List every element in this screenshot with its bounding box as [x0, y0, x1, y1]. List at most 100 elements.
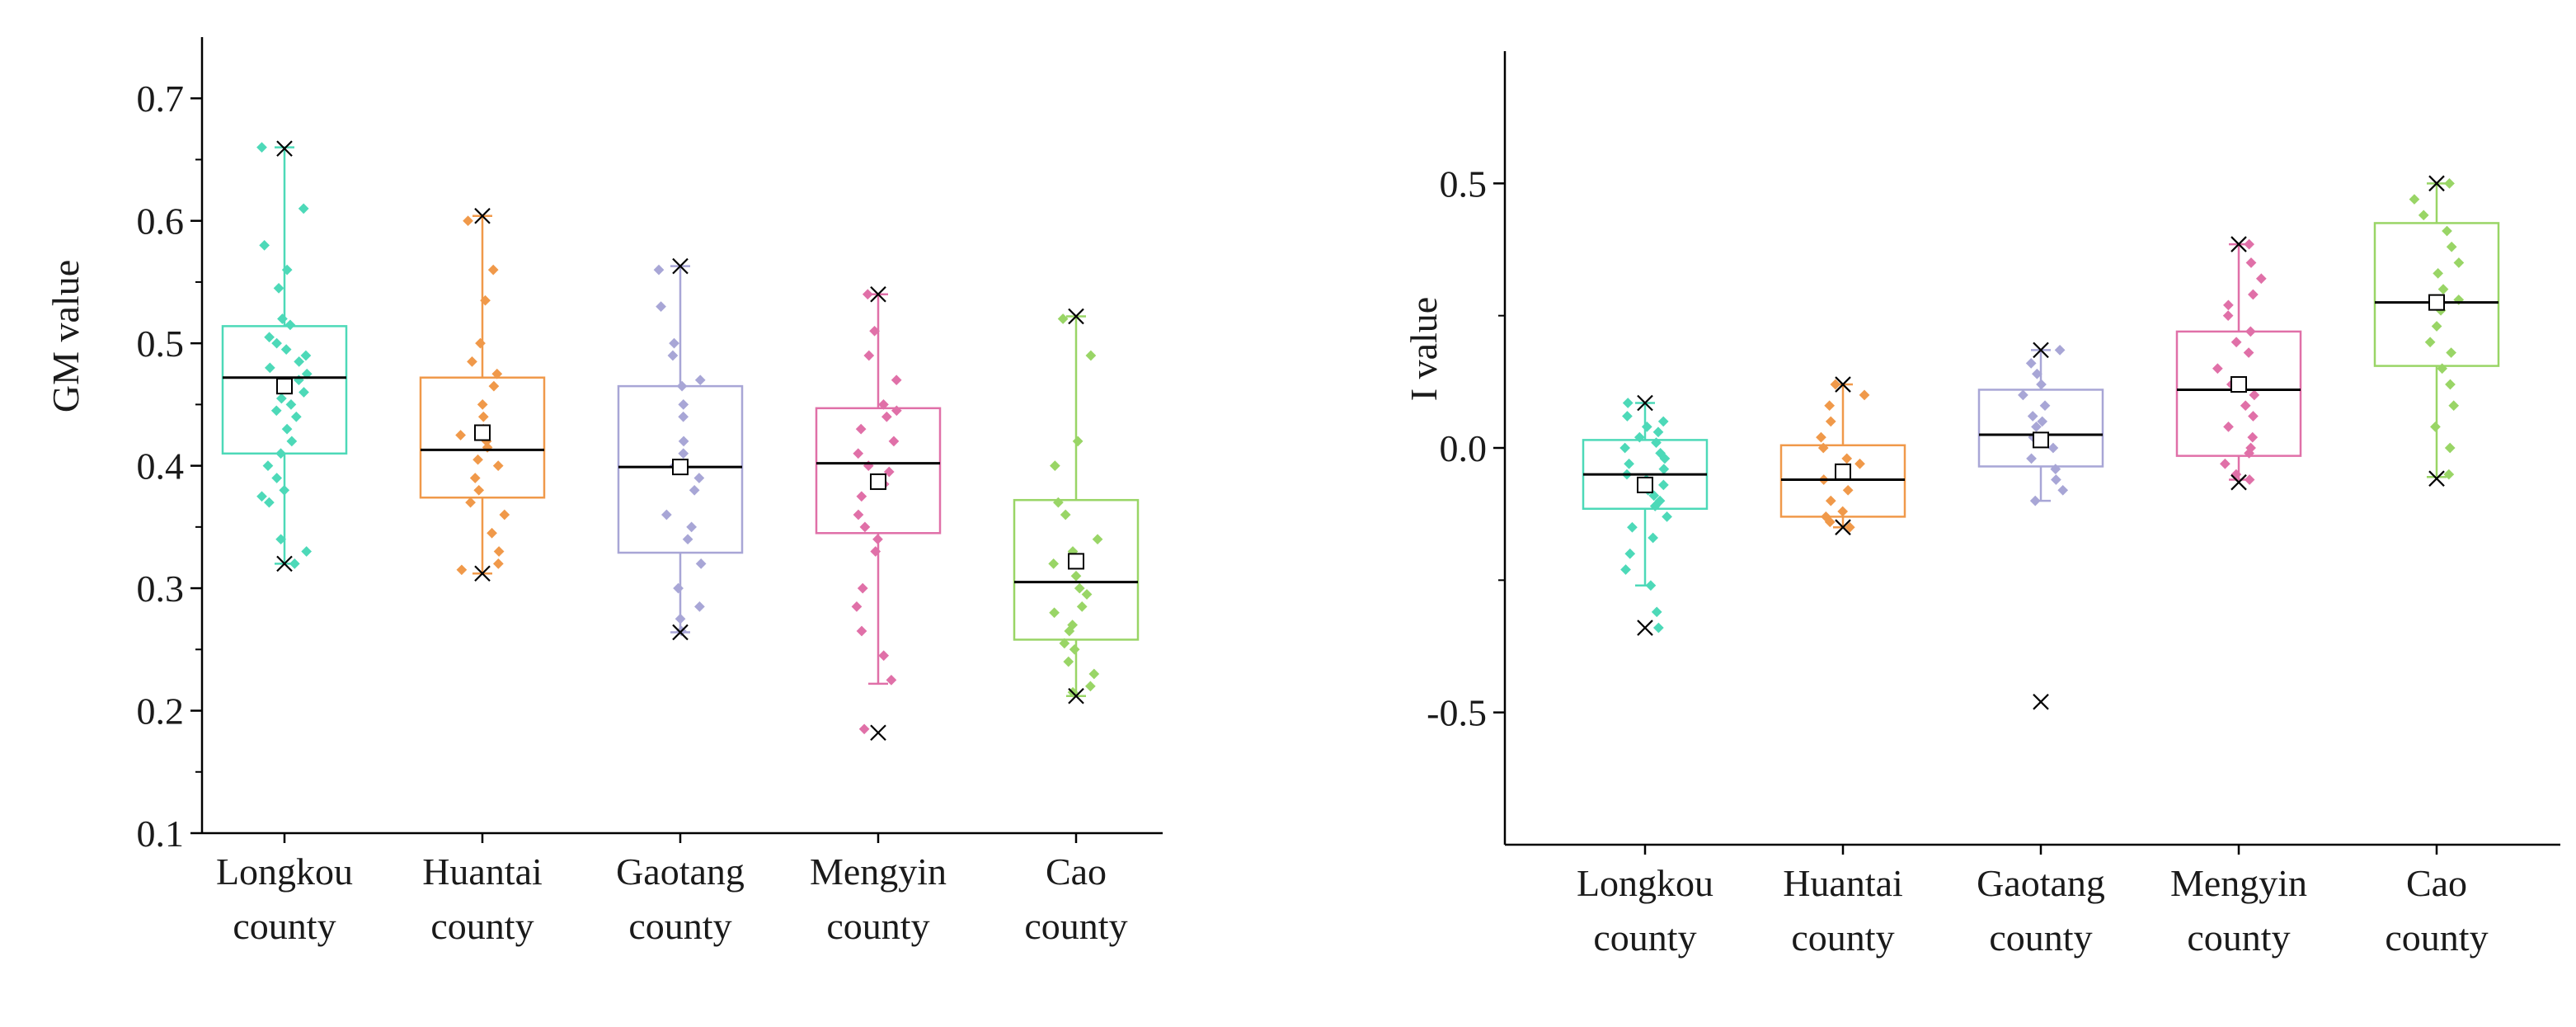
x-tick-label: county — [1024, 905, 1127, 947]
marker-stroke — [1835, 519, 1851, 535]
x-tick-label: county — [233, 905, 336, 947]
data-point — [455, 430, 466, 440]
data-point — [492, 460, 504, 471]
data-point — [281, 423, 293, 435]
min-marker — [672, 624, 689, 641]
data-point — [1076, 601, 1088, 612]
data-point — [888, 436, 900, 447]
y-tick-label: 0.4 — [137, 445, 185, 488]
y-tick-label: 0.5 — [137, 323, 185, 365]
data-point — [656, 301, 666, 312]
data-point — [1658, 479, 1669, 491]
data-point — [298, 203, 309, 214]
max-marker — [2230, 236, 2247, 252]
data-point — [279, 484, 290, 496]
min-marker — [1637, 619, 1653, 636]
data-point — [2054, 344, 2066, 356]
data-point — [1830, 379, 1841, 390]
mean-marker — [2428, 294, 2445, 311]
x-tick-label: Mengyin — [810, 850, 947, 893]
data-point — [1049, 607, 1060, 619]
data-point — [2243, 347, 2254, 358]
data-point — [2437, 284, 2449, 294]
data-point — [2453, 257, 2465, 268]
x-tick-label: county — [1791, 916, 1894, 959]
data-point — [1854, 458, 1865, 469]
data-point — [694, 601, 705, 612]
data-point — [1817, 442, 1829, 454]
max-marker — [1068, 308, 1084, 325]
data-point — [1816, 431, 1826, 443]
data-point — [469, 473, 481, 483]
data-point — [1072, 436, 1084, 447]
data-point — [285, 399, 297, 410]
data-point — [891, 405, 902, 417]
data-point — [857, 582, 868, 594]
data-point — [660, 509, 672, 521]
data-point — [1824, 400, 1836, 412]
min-marker — [2033, 694, 2049, 710]
data-point — [682, 534, 693, 545]
data-point — [2245, 326, 2256, 337]
x-tick-label: Huantai — [422, 850, 543, 893]
data-point — [2018, 389, 2028, 401]
marker-stroke — [474, 565, 491, 582]
data-point — [1069, 643, 1080, 655]
x-tick-label: Huantai — [1783, 862, 1903, 904]
x-tick-label: Longkou — [1577, 862, 1713, 904]
data-point — [256, 142, 267, 153]
data-point — [667, 350, 679, 361]
data-point — [2047, 442, 2059, 454]
mean-marker — [2033, 431, 2049, 449]
data-point — [2031, 421, 2042, 432]
marker-stroke — [672, 257, 689, 275]
min-marker — [1835, 519, 1851, 535]
data-point — [1074, 582, 1085, 594]
data-point — [2424, 337, 2436, 348]
box-iqr — [419, 376, 546, 499]
data-point — [264, 332, 275, 343]
data-point — [1652, 426, 1664, 438]
data-point — [290, 411, 302, 422]
box-iqr — [1779, 444, 1906, 518]
min-marker — [870, 724, 886, 742]
data-point — [878, 650, 890, 662]
data-point — [676, 380, 688, 392]
data-point — [1824, 516, 1836, 528]
data-point — [463, 215, 473, 227]
data-point — [300, 350, 312, 361]
data-point — [2212, 363, 2223, 375]
data-point — [2244, 238, 2254, 250]
mean-marker — [672, 459, 689, 476]
marker-stroke — [2428, 470, 2445, 487]
data-point — [1842, 484, 1854, 496]
data-point — [2039, 400, 2051, 412]
data-point — [492, 558, 504, 569]
data-point — [499, 509, 510, 521]
x-tick-label: county — [826, 905, 929, 947]
data-point — [1085, 681, 1096, 692]
data-point — [863, 350, 875, 361]
min-marker — [474, 565, 491, 582]
i-value-panel: -0.5 0.0 0.5 I value Longkou county Huantai cou… — [1403, 51, 2560, 959]
data-point — [2223, 421, 2234, 432]
mean-marker — [2230, 376, 2247, 393]
data-point — [487, 264, 499, 276]
box-iqr — [815, 407, 942, 535]
data-point — [2255, 273, 2267, 285]
data-point — [262, 460, 274, 471]
data-point — [2448, 400, 2460, 412]
data-point — [2027, 411, 2038, 422]
marker-stroke — [276, 140, 293, 157]
x-tick-label: county — [1989, 916, 2092, 959]
data-point — [1825, 416, 1836, 427]
data-point — [281, 264, 293, 276]
data-point — [1085, 350, 1097, 361]
marker-stroke — [1835, 376, 1851, 393]
data-point — [2220, 458, 2230, 469]
data-point — [2222, 310, 2234, 322]
y-tick-label: 0.1 — [137, 813, 185, 855]
data-point — [694, 375, 706, 386]
data-point — [2036, 379, 2047, 390]
data-point — [456, 564, 468, 576]
